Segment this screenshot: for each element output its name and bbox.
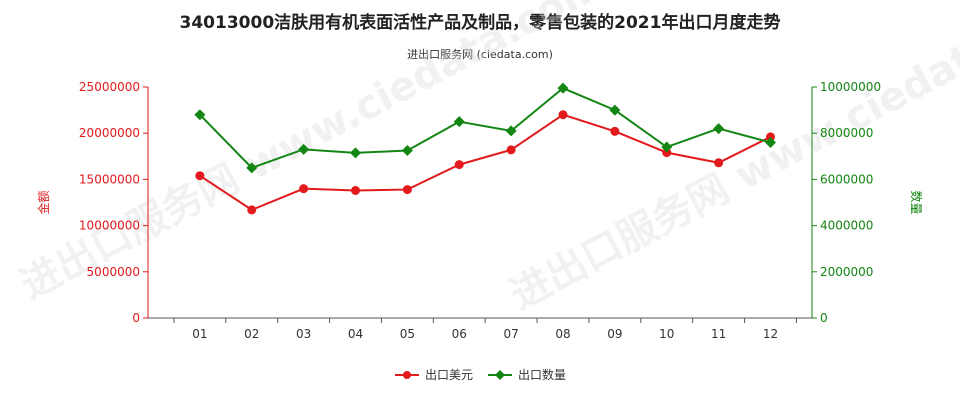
- x-tick-label: 05: [400, 327, 415, 341]
- y-right-tick-label: 2000000: [820, 265, 873, 279]
- y-left-tick-label: 5000000: [87, 265, 140, 279]
- x-tick-label: 04: [348, 327, 363, 341]
- x-tick-label: 10: [659, 327, 674, 341]
- x-tick-label: 02: [244, 327, 259, 341]
- x-tick-label: 08: [555, 327, 570, 341]
- data-point: [765, 136, 776, 148]
- series-line: [199, 86, 771, 170]
- legend-label: 出口美元: [425, 368, 473, 382]
- series-line: [199, 113, 771, 212]
- data-point: [557, 82, 569, 94]
- x-tick-label: 06: [452, 327, 467, 341]
- y-left-tick-label: 0: [132, 311, 140, 325]
- y-right-tick-label: 4000000: [820, 219, 873, 233]
- data-point: [713, 123, 725, 135]
- data-point: [506, 145, 516, 155]
- data-point: [246, 162, 258, 174]
- x-tick-label: 12: [763, 327, 778, 341]
- legend-marker: [495, 370, 505, 380]
- data-point: [247, 205, 257, 215]
- y-right-tick-label: 6000000: [820, 172, 873, 186]
- chart-subtitle: 进出口服务网 (ciedata.com): [407, 48, 553, 61]
- y-left-tick-label: 25000000: [79, 80, 140, 94]
- watermark: 进出口服务网 www.ciedata.com: [13, 0, 610, 309]
- legend-label: 出口数量: [518, 367, 566, 382]
- data-point: [661, 141, 673, 153]
- data-point: [350, 147, 361, 159]
- data-point: [766, 132, 775, 142]
- y-left-tick-label: 15000000: [79, 172, 140, 186]
- x-tick-label: 11: [711, 327, 726, 341]
- data-point: [299, 184, 309, 194]
- chart-title: 34013000洁肤用有机表面活性产品及制品，零售包装的2021年出口月度走势: [179, 13, 781, 33]
- data-point: [453, 116, 465, 128]
- y-left-tick-label: 10000000: [79, 219, 140, 233]
- watermark: 进出口服务网 www.ciedata.com: [503, 0, 960, 319]
- data-point: [505, 125, 517, 137]
- x-tick-label: 07: [503, 327, 518, 341]
- data-point: [195, 171, 205, 181]
- data-point: [662, 148, 672, 158]
- y-left-tick-label: 20000000: [79, 126, 140, 140]
- data-point: [558, 110, 568, 120]
- legend-marker: [403, 371, 411, 379]
- y-left-axis-title: 金额: [36, 190, 51, 214]
- x-tick-label: 03: [296, 327, 311, 341]
- data-point: [402, 185, 412, 195]
- data-point: [298, 143, 310, 155]
- y-right-tick-label: 0: [820, 311, 828, 325]
- y-right-axis-title: 数量: [909, 190, 924, 214]
- data-point: [401, 145, 413, 157]
- data-point: [454, 160, 464, 170]
- y-right-tick-label: 8000000: [820, 126, 873, 140]
- x-tick-label: 01: [192, 327, 207, 341]
- y-right-tick-label: 10000000: [820, 80, 881, 94]
- data-point: [351, 185, 360, 195]
- data-point: [194, 109, 206, 121]
- data-point: [609, 104, 621, 116]
- data-point: [714, 158, 724, 168]
- data-point: [610, 126, 620, 136]
- x-tick-label: 09: [607, 327, 622, 341]
